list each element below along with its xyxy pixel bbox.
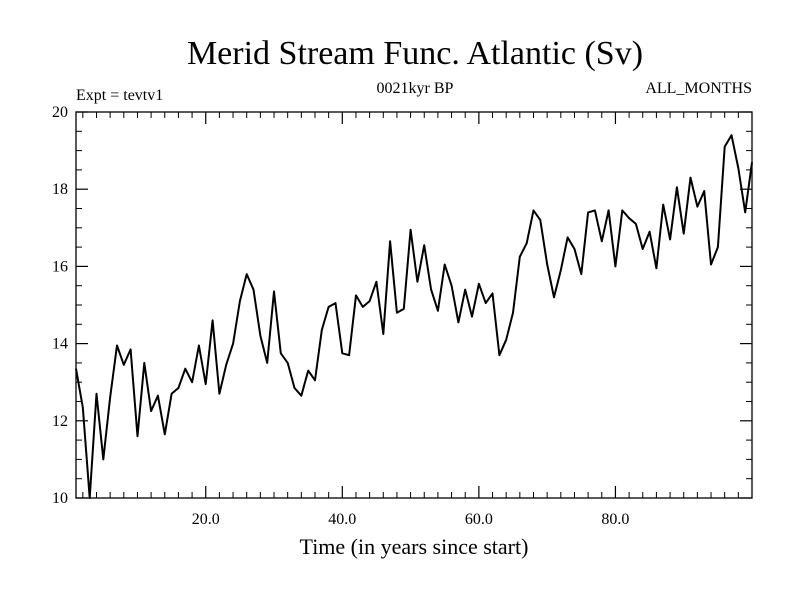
plot-frame [75,111,753,499]
experiment-label: Expt = tevtv1 [76,87,163,104]
y-tick-label: 18 [52,181,68,198]
y-tick-label: 12 [52,413,68,430]
x-axis-label: Time (in years since start) [300,534,529,559]
months-label: ALL_MONTHS [645,80,752,97]
x-tick-label: 80.0 [601,511,629,528]
y-tick-label: 10 [52,490,68,507]
series-line-tevtv1 [75,134,753,499]
x-tick-label: 40.0 [328,511,356,528]
period-label: 0021kyr BP [377,80,454,97]
y-tick-label: 14 [52,336,68,353]
minor-ticks [76,112,752,498]
chart-title: Merid Stream Func. Atlantic (Sv) [187,35,643,72]
x-tick-label: 20.0 [192,511,220,528]
y-axis-ticks: 10 12 14 16 18 20 [52,104,752,507]
x-tick-label: 60.0 [465,511,493,528]
x-axis-ticks: 20.0 40.0 60.0 80.0 [192,112,629,528]
y-tick-label: 16 [52,258,68,275]
y-tick-label: 20 [52,104,68,121]
